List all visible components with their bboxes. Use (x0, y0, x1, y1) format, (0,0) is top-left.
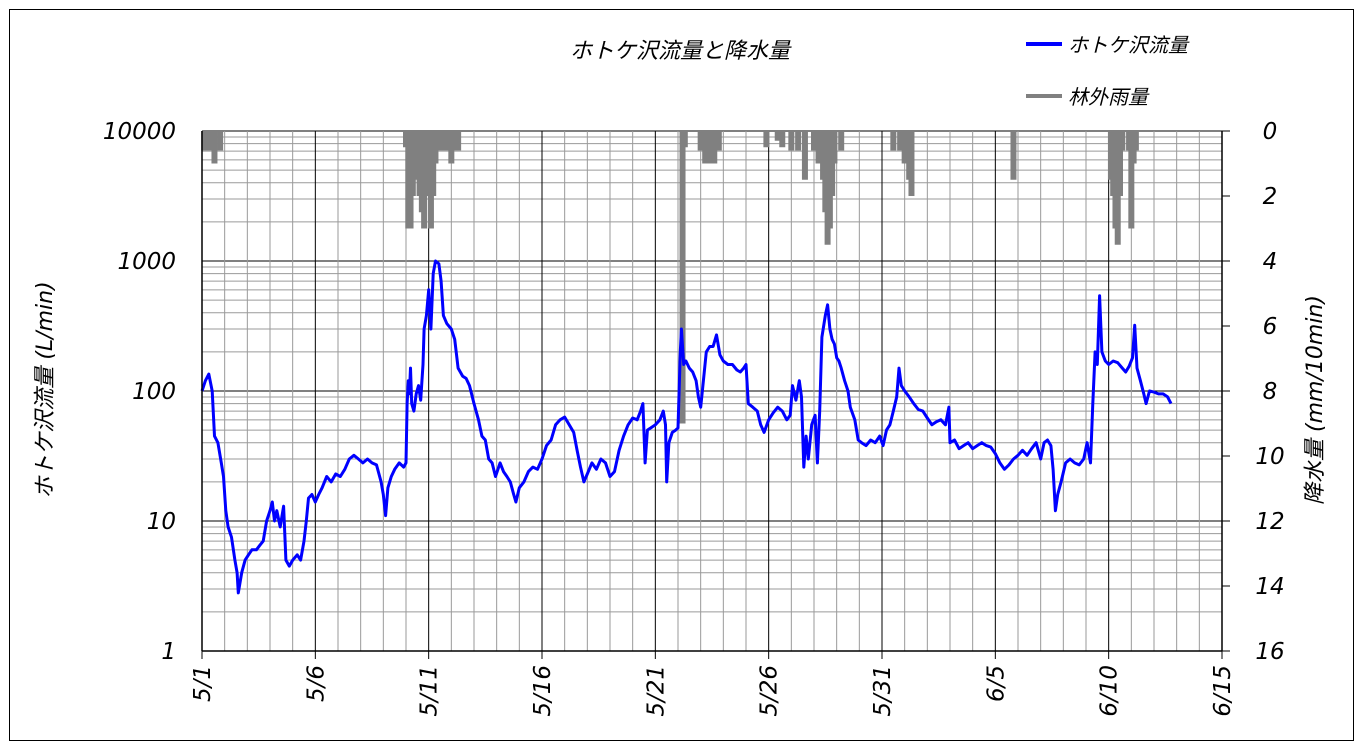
y2-tick-label: 10 (1255, 444, 1284, 470)
legend-label-flow: ホトケ沢流量 (1068, 33, 1190, 57)
rain-bar (450, 131, 457, 151)
rain-bar (815, 131, 822, 164)
rain-bar (702, 131, 709, 164)
rain-bar (1128, 131, 1135, 229)
rain-bar (890, 131, 897, 151)
flow-line (200, 259, 1173, 595)
y-tick-label: 10000 (103, 119, 176, 145)
rainfall-bars (201, 131, 1139, 424)
y2-tick-label: 6 (1263, 314, 1278, 340)
y2-tick-label: 2 (1263, 184, 1278, 210)
rain-bar (779, 131, 786, 148)
rain-bar (697, 131, 704, 151)
rain-bar (901, 131, 908, 164)
rain-bar (217, 131, 224, 151)
y2-tick-label: 8 (1263, 379, 1278, 405)
y-tick-label: 100 (132, 379, 176, 405)
x-tick-label: 5/11 (417, 665, 443, 717)
y-axis-label: ホトケ沢流量 (L/min) (33, 281, 58, 498)
rain-bar (1117, 131, 1123, 196)
flow-series-line (200, 259, 1173, 595)
rain-bar (706, 131, 713, 164)
legend: ホトケ沢流量 林外雨量 (1026, 33, 1190, 109)
rain-bar (681, 131, 688, 148)
rain-bar (811, 131, 817, 151)
x-tick-label: 5/26 (757, 665, 783, 717)
rain-bar (774, 131, 781, 141)
rain-bar (897, 131, 904, 151)
rain-bar (211, 131, 218, 164)
y-tick-label: 1000 (117, 249, 176, 275)
x-tick-label: 5/16 (530, 665, 556, 717)
tick-labels: 1 10 100 1000 10000 0 2 4 6 8 10 12 14 16 5/1 5/6 5/11 5/… (103, 119, 1285, 717)
rain-bar (838, 131, 845, 151)
y2-axis-label: 降水量 (mm/10min) (1303, 295, 1328, 505)
x-tick-label: 6/15 (1210, 665, 1236, 717)
x-tick-label: 5/21 (643, 665, 669, 717)
rain-bar (908, 131, 915, 196)
rain-bar (788, 131, 795, 151)
legend-label-rain: 林外雨量 (1068, 85, 1150, 109)
y2-tick-label: 4 (1263, 249, 1278, 275)
rain-bar (715, 131, 722, 151)
axes (201, 130, 1230, 659)
chart-frame (9, 9, 1354, 741)
x-tick-label: 6/10 (1097, 665, 1123, 717)
rain-bar (795, 131, 802, 151)
rain-bar (679, 131, 686, 424)
x-tick-label: 5/1 (190, 665, 216, 702)
chart-title: ホトケ沢流量と降水量 (570, 39, 792, 64)
y-tick-label: 10 (147, 509, 176, 535)
y2-tick-label: 16 (1255, 639, 1284, 665)
rain-bar (763, 131, 770, 148)
y-tick-label: 1 (161, 639, 176, 665)
rain-bar (441, 131, 448, 151)
x-tick-label: 6/5 (983, 665, 1009, 702)
rain-bar (831, 131, 838, 164)
rain-bar (1119, 131, 1126, 151)
rain-bar (455, 131, 462, 151)
rain-bar (1132, 131, 1139, 151)
rain-bar (711, 131, 718, 164)
y2-tick-label: 14 (1255, 574, 1284, 600)
rain-bar (801, 131, 808, 180)
grid (201, 130, 1223, 652)
x-tick-label: 5/31 (870, 665, 896, 717)
y2-tick-label: 12 (1255, 509, 1284, 535)
rain-bar (1010, 131, 1017, 180)
y2-tick-label: 0 (1263, 119, 1278, 145)
x-tick-label: 5/6 (303, 665, 329, 702)
